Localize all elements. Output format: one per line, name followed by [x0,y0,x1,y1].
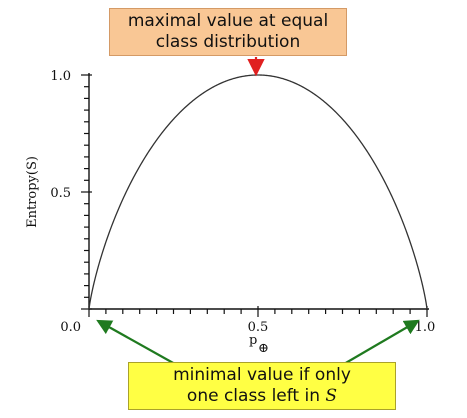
min-value-callout-line2: one class left in S [129,386,395,407]
y-axis-title: Entropy(S) [25,156,40,228]
min-value-callout-line1: minimal value if only [173,365,351,385]
min-value-arrow-right [343,319,420,365]
min-value-arrow-left [96,319,176,365]
axes [88,73,429,310]
y-tick-label: 0.5 [50,186,71,201]
max-value-callout-line2: class distribution [155,32,301,52]
x-tick-label: 1.0 [415,320,436,335]
axis-ticks [81,74,428,317]
max-value-callout: maximal value at equal class distributio… [109,8,347,56]
min-value-callout: minimal value if only one class left in … [128,362,396,410]
entropy-curve [88,74,428,310]
set-variable: S [325,386,338,406]
x-tick-label: 0.5 [248,320,269,335]
svg-text:p: p [249,333,257,348]
x-tick-label: 0.0 [60,320,81,335]
x-axis-title: p ⊕ [249,333,269,356]
max-value-callout-line1: maximal value at equal [127,11,329,31]
axis-tick-labels: 0.0 0.5 1.0 0.5 1.0 [50,69,435,335]
x-axis-title-subscript: ⊕ [258,341,269,356]
y-tick-label: 1.0 [50,69,71,84]
min-value-callout-line2-text: one class left in [186,386,326,406]
